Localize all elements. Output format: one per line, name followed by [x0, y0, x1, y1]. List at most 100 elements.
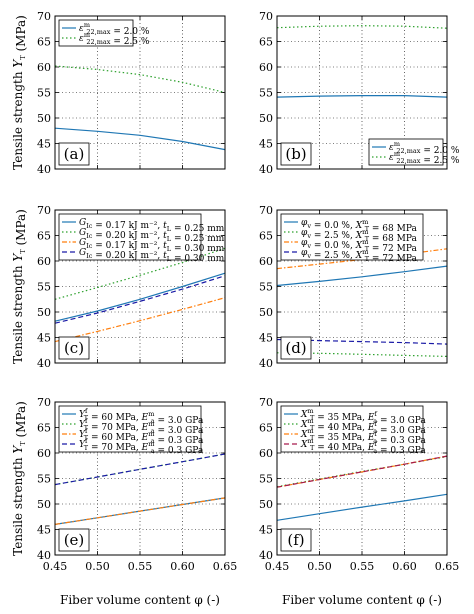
y-tick-label: 50 [259, 112, 273, 125]
legend-box [58, 213, 202, 261]
legend-entry: Xm T = 40 MPa, Ef a = 0.3 GPa [300, 437, 426, 456]
panel-label: (b) [285, 145, 306, 163]
y-tick-label: 60 [37, 255, 51, 268]
legend-entry: εm 22,max = 2.5 % [79, 31, 150, 47]
panel-label-box [280, 142, 312, 166]
y-tick-label: 55 [37, 281, 51, 294]
y-tick-label: 65 [37, 422, 51, 435]
series-line-3 [54, 497, 226, 525]
y-tick-label: 50 [37, 306, 51, 319]
y-tick-label: 40 [259, 357, 273, 370]
y-tick-label: 65 [259, 422, 273, 435]
legend-entry: Yf T = 60 MPa, Em a = 3.0 GPa [79, 407, 204, 426]
plot-frame [276, 15, 448, 170]
panel-a: 40 45 50 55 60 65 70 (a) εm 22,max = 2.0 %εm 22,ma… [37, 10, 226, 176]
y-tick-label: 40 [37, 549, 51, 562]
y-tick-label: 50 [259, 498, 273, 511]
legend-entry: GIc = 0.17 kJ m⁻², tL = 0.30 mm [79, 238, 225, 254]
legend-entry: φv = 0.0 %, Xm T = 72 MPa [301, 238, 417, 254]
x-tick-label: 0.65 [213, 560, 238, 573]
panel-label-box [58, 142, 90, 166]
plot-frame [54, 15, 226, 170]
legend-entry: GIc = 0.20 kJ m⁻², tL = 0.25 mm [79, 228, 225, 244]
legend-entry: Yf T = 70 MPa, Em a = 0.3 GPa [79, 437, 204, 456]
y-tick-label: 55 [259, 281, 273, 294]
legend-entry: Xm T = 35 MPa, Ef a = 3.0 GPa [300, 407, 426, 426]
y-tick-label: 65 [259, 230, 273, 243]
legend-entry: εm 22,max = 2.0 % [389, 140, 460, 156]
y-tick-label: 70 [259, 396, 273, 409]
series-line-1 [276, 493, 448, 521]
series-line-2 [276, 25, 448, 29]
panel-d: 40 45 50 55 60 65 70 (d) φv = 0.0 %, Xm T = 68 MP… [259, 204, 448, 370]
legend-entry: εm 22,max = 2.5 % [389, 150, 460, 166]
panel-label-box [280, 336, 312, 360]
x-tick-label: 0.60 [170, 560, 195, 573]
y-tick-label: 40 [37, 163, 51, 176]
y-tick-label: 65 [37, 36, 51, 49]
y-tick-label: 50 [37, 498, 51, 511]
y-tick-label: 50 [259, 306, 273, 319]
y-tick-label: 70 [259, 204, 273, 217]
plot-frame [54, 401, 226, 556]
x-axis-label: Fiber volume content φ (-) [282, 593, 442, 607]
y-tick-label: 40 [259, 549, 273, 562]
y-tick-label: 65 [259, 36, 273, 49]
legend-box [58, 405, 202, 453]
legend-box [280, 405, 424, 453]
panel-label: (a) [64, 145, 85, 163]
series-line-1 [54, 127, 226, 151]
y-tick-label: 40 [259, 163, 273, 176]
y-tick-label: 45 [37, 138, 51, 151]
panel-label: (c) [64, 339, 84, 357]
legend-entry: Xm T = 35 MPa, Ef a = 0.3 GPa [300, 427, 426, 446]
legend-entry: Xm T = 40 MPa, Ef a = 3.0 GPa [300, 417, 426, 436]
x-axis-label: Fiber volume content φ (-) [60, 593, 220, 607]
panel-c: 40 45 50 55 60 65 70 (c) GIc = 0.17 kJ m⁻², tL =… [37, 204, 226, 370]
y-tick-label: 60 [37, 61, 51, 74]
panel-label-box [58, 336, 90, 360]
y-axis-label: Tensile strength YT (MPa) [11, 15, 28, 170]
y-tick-label: 45 [259, 138, 273, 151]
x-tick-label: 0.65 [435, 560, 460, 573]
y-tick-label: 70 [259, 10, 273, 23]
plot-frame [276, 209, 448, 364]
x-tick-label: 0.50 [85, 560, 110, 573]
y-tick-label: 50 [37, 112, 51, 125]
y-tick-label: 45 [37, 332, 51, 345]
legend-entry: εm 22,max = 2.0 % [79, 21, 150, 37]
panel-label-box [280, 528, 312, 552]
panel-label-box [58, 528, 90, 552]
series-line-4 [276, 455, 448, 488]
series-line-1 [276, 94, 448, 98]
legend-box [58, 19, 134, 47]
x-tick-label: 0.45 [265, 560, 290, 573]
series-line-4 [54, 275, 226, 324]
x-tick-label: 0.45 [43, 560, 68, 573]
y-tick-label: 65 [37, 230, 51, 243]
y-tick-label: 55 [259, 473, 273, 486]
series-line-4 [54, 453, 226, 486]
y-tick-label: 40 [37, 357, 51, 370]
panel-label: (d) [285, 339, 306, 357]
y-tick-label: 60 [259, 255, 273, 268]
y-tick-label: 70 [37, 396, 51, 409]
legend-entry: GIc = 0.17 kJ m⁻², tL = 0.25 mm [79, 218, 225, 234]
series-line-1 [276, 265, 448, 287]
plot-frame [276, 401, 448, 556]
legend-entry: Yf T = 60 MPa, Em a = 0.3 GPa [79, 427, 204, 446]
y-axis-label: Tensile strength YT (MPa) [11, 209, 28, 364]
legend-box [280, 213, 424, 261]
legend-box [368, 138, 444, 166]
x-tick-label: 0.55 [350, 560, 375, 573]
y-tick-label: 60 [259, 447, 273, 460]
series-line-2 [54, 65, 226, 94]
panel-f: 40 45 50 55 60 65 70 0.45 0.50 0.55 0.60 0.65 (f) Xm T… [259, 396, 459, 573]
y-tick-label: 60 [259, 61, 273, 74]
y-tick-label: 45 [37, 524, 51, 537]
y-axis-label: Tensile strength YT (MPa) [11, 401, 28, 556]
y-tick-label: 55 [259, 87, 273, 100]
plot-frame [54, 209, 226, 364]
y-tick-label: 70 [37, 204, 51, 217]
